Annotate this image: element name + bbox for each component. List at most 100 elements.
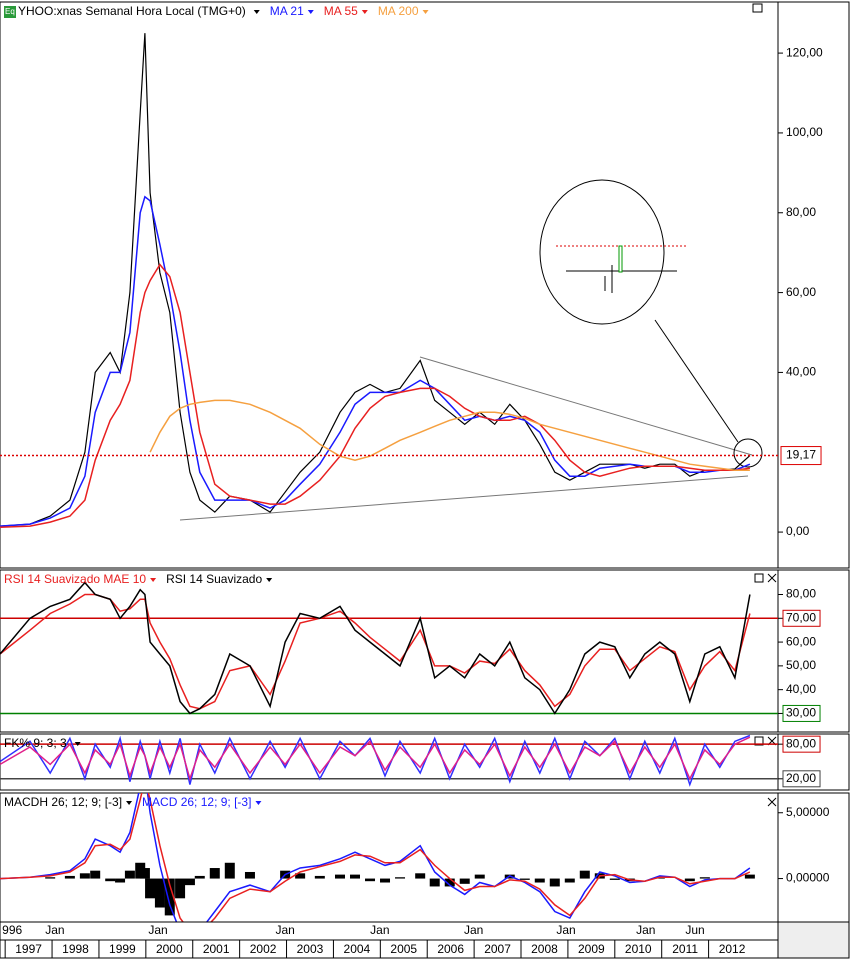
histogram-bar (395, 877, 406, 879)
dropdown-arrow (74, 742, 81, 746)
y-tick-box (782, 770, 821, 788)
year-label: 2008 (531, 942, 558, 956)
histogram-bar (124, 870, 135, 879)
month-label: Jan (556, 923, 575, 937)
series-line (0, 263, 750, 529)
panel-close[interactable] (767, 573, 777, 583)
month-label: Jan (275, 923, 294, 937)
dropdown-arrow (266, 578, 273, 582)
legend-entry: RSI 14 Suavizado (166, 572, 262, 586)
year-label: 2006 (437, 942, 464, 956)
panel-close[interactable] (767, 797, 777, 807)
histogram-bar (684, 878, 695, 882)
year-label: 1998 (62, 942, 89, 956)
y-tick-label: 40,00 (786, 682, 816, 696)
month-label: Jan (636, 923, 655, 937)
histogram-bar (444, 878, 455, 887)
plot-area (0, 581, 778, 715)
histogram-bar (314, 875, 325, 879)
dropdown-arrow (255, 801, 262, 805)
year-label: 2007 (484, 942, 511, 956)
year-label: 2004 (344, 942, 371, 956)
plot-area (0, 734, 778, 787)
y-tick-label: 80,00 (786, 205, 816, 219)
histogram-bar (350, 874, 361, 879)
histogram-bar (79, 873, 90, 879)
y-tick-label: 0,00 (786, 524, 810, 538)
year-label: 2003 (297, 942, 324, 956)
y-tick-label: 80,00 (786, 587, 816, 601)
y-tick-label: 20,00 (786, 771, 816, 785)
dropdown-arrow (253, 10, 260, 14)
year-label: 1999 (109, 942, 136, 956)
histogram-bar (244, 871, 255, 879)
year-label: 1997 (15, 942, 42, 956)
histogram-bar (224, 862, 235, 879)
year-label: 2002 (250, 942, 277, 956)
histogram-bar (115, 878, 126, 883)
month-label: Jan (370, 923, 389, 937)
histogram-bar (579, 870, 590, 879)
histogram-bar (564, 878, 575, 883)
dropdown-arrow (307, 10, 314, 14)
panel-frame (0, 569, 850, 733)
series-line (149, 399, 750, 471)
magnifier-target (733, 438, 763, 468)
series-line (0, 736, 751, 782)
histogram-bar (609, 878, 620, 880)
panel-button[interactable] (754, 573, 764, 583)
year-label: 2009 (578, 942, 605, 956)
legend-entry: MA 200 (378, 4, 419, 18)
histogram-bar (64, 875, 75, 879)
y-tick-box (782, 704, 821, 722)
dropdown-arrow (361, 10, 368, 14)
histogram-bar (105, 878, 116, 882)
axis-corner (777, 921, 850, 959)
histogram-bar (145, 878, 156, 899)
month-label: 996 (2, 923, 22, 937)
month-label: Jan (45, 923, 64, 937)
magnifier (539, 179, 665, 325)
histogram-bar (744, 874, 755, 879)
year-label: 2005 (390, 942, 417, 956)
histogram-bar (474, 874, 485, 879)
y-tick-label: 50,00 (786, 658, 816, 672)
symbol-icon (4, 6, 16, 18)
y-tick-label: 40,00 (786, 365, 816, 379)
series-line (0, 581, 751, 715)
legend-entry: MACD 26; 12; 9; [-3] (142, 795, 251, 809)
dropdown-arrow (422, 10, 429, 14)
series-line (0, 793, 751, 922)
panel-button[interactable] (752, 3, 763, 13)
panel-frame (0, 1, 850, 569)
panel-title: FK% 9; 3; 3 (4, 736, 67, 750)
month-label: Jan (464, 923, 483, 937)
plot-area (0, 33, 751, 529)
histogram-bar (534, 878, 545, 883)
panel-button[interactable] (754, 736, 764, 746)
dropdown-arrow (126, 801, 133, 805)
plot-area (0, 793, 755, 922)
magnifier-connector (654, 319, 739, 443)
y-tick-label: 0,00000 (786, 871, 830, 885)
last-value-label: 19,17 (786, 448, 816, 462)
y-tick-label: 5,00000 (786, 805, 830, 819)
magnifier-candle (618, 245, 623, 273)
symbol-icon-label: Eq (5, 7, 15, 16)
histogram-bar (334, 874, 345, 879)
histogram-bar (549, 878, 560, 887)
legend-entry: MA 21 (270, 4, 304, 18)
histogram-bar (175, 878, 186, 899)
histogram-bar (415, 873, 426, 879)
histogram-bar (154, 878, 165, 908)
y-tick-box (782, 735, 821, 753)
trend-line (419, 356, 753, 456)
panel-frame (0, 733, 850, 791)
y-tick-label: 120,00 (786, 45, 823, 59)
histogram-bar (184, 878, 195, 886)
dropdown-arrow (150, 578, 157, 582)
histogram-bar (429, 878, 440, 887)
series-line (0, 593, 751, 710)
y-tick-label: 70,00 (786, 610, 816, 624)
